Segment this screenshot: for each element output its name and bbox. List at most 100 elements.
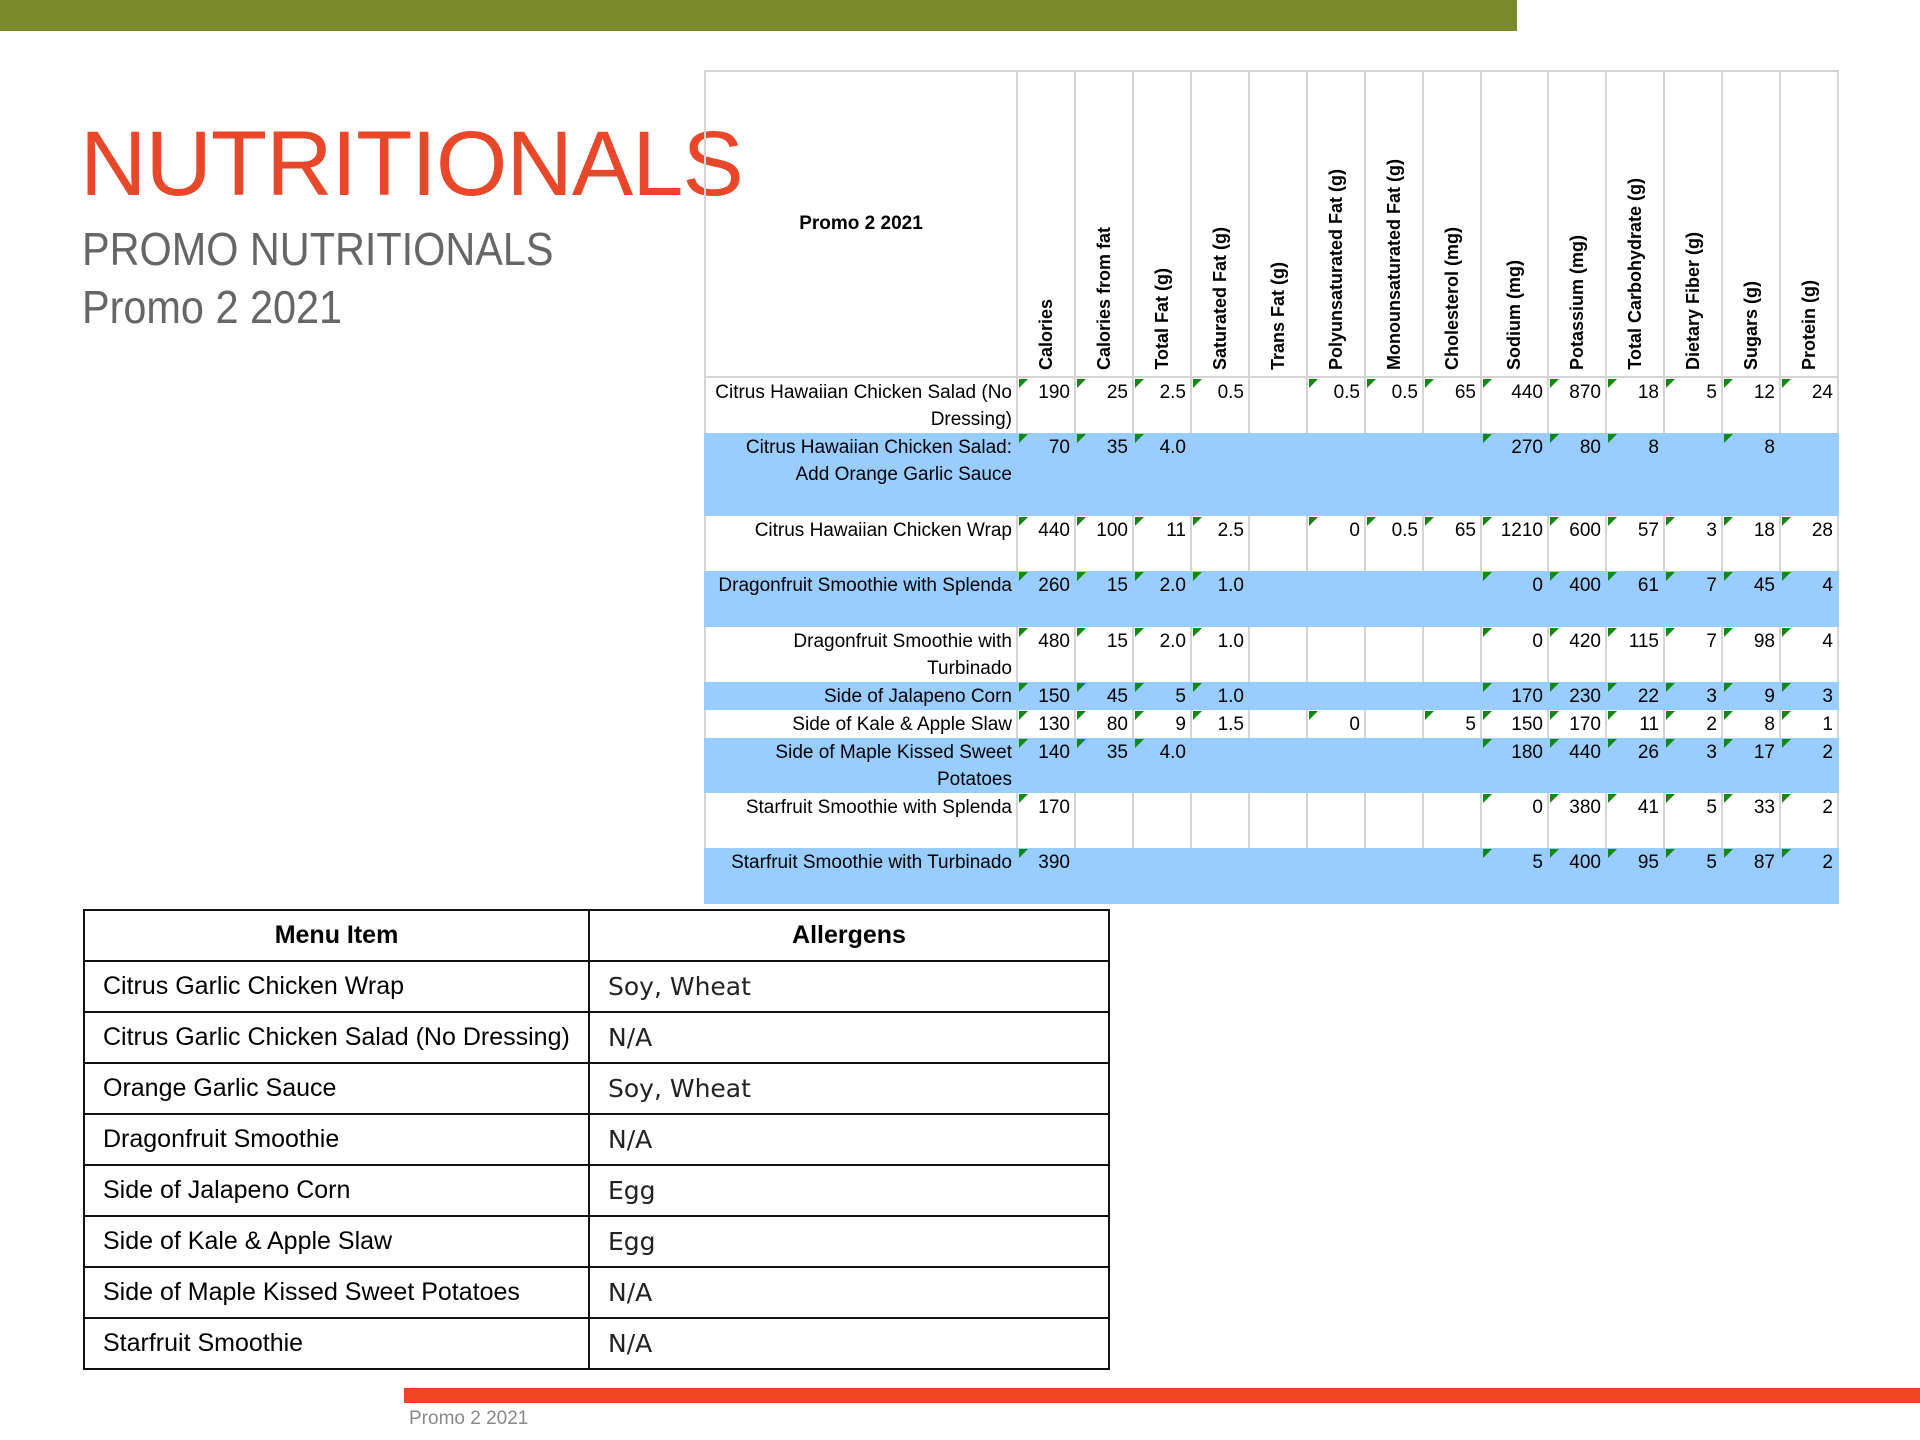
nutrient-value: 5 xyxy=(1480,848,1549,904)
page-title: NUTRITIONALS xyxy=(80,113,744,215)
nutrient-value xyxy=(1306,738,1366,793)
nutrient-value: 1210 xyxy=(1480,516,1549,571)
nutrient-value xyxy=(1422,571,1482,627)
nutrient-value xyxy=(1364,433,1424,516)
nutrient-value: 11 xyxy=(1605,710,1665,738)
nutrient-value: 1.0 xyxy=(1190,682,1250,710)
nutrient-value xyxy=(1306,848,1366,904)
nutrient-value: 45 xyxy=(1721,571,1781,627)
nutrient-value xyxy=(1248,627,1308,682)
nutrient-value: 2.0 xyxy=(1132,627,1192,682)
nutrient-value: 440 xyxy=(1016,516,1076,571)
menu-item-name: Side of Jalapeno Corn xyxy=(704,682,1018,710)
allergen-value: Egg xyxy=(588,1215,1110,1268)
menu-item: Dragonfruit Smoothie xyxy=(83,1113,590,1166)
nutrient-value: 4 xyxy=(1779,627,1839,682)
nutrient-value: 380 xyxy=(1547,793,1607,848)
nutrient-value: 260 xyxy=(1016,571,1076,627)
nutrient-value: 2.0 xyxy=(1132,571,1192,627)
table-row: Side of Jalapeno Corn 150 45 5 1.0 170 230 22 3 9… xyxy=(704,682,1839,710)
column-header-label: Trans Fat (g) xyxy=(1267,261,1288,370)
allergen-row: Orange Garlic Sauce Soy, Wheat xyxy=(83,1062,1110,1115)
nutrient-value: 0 xyxy=(1480,571,1549,627)
nutrient-value: 440 xyxy=(1547,738,1607,793)
menu-item: Side of Maple Kissed Sweet Potatoes xyxy=(83,1266,590,1319)
nutrient-value: 95 xyxy=(1605,848,1665,904)
menu-item-name: Citrus Hawaiian Chicken Wrap xyxy=(704,516,1018,571)
column-header: Protein (g) xyxy=(1779,70,1839,378)
nutrient-value: 1.0 xyxy=(1190,627,1250,682)
nutrient-value: 9 xyxy=(1721,682,1781,710)
nutrient-value: 150 xyxy=(1480,710,1549,738)
column-header-label: Monounsaturated Fat (g) xyxy=(1383,159,1404,370)
table-row: Citrus Hawaiian Chicken Wrap 440 100 11 2.5 0… xyxy=(704,516,1839,571)
table-row: Citrus Hawaiian Chicken Salad (No Dressi… xyxy=(704,377,1839,433)
nutrient-value: 45 xyxy=(1074,682,1134,710)
nutrient-value xyxy=(1248,377,1308,433)
nutrient-value xyxy=(1248,848,1308,904)
nutrient-value: 5 xyxy=(1663,377,1723,433)
nutrient-value xyxy=(1248,793,1308,848)
nutrient-value: 170 xyxy=(1016,793,1076,848)
nutrition-table: Promo 2 2021 Calories Calories from fat Tot… xyxy=(704,70,1839,904)
nutrient-value: 65 xyxy=(1422,516,1482,571)
nutrient-value xyxy=(1422,627,1482,682)
nutrient-value: 8 xyxy=(1605,433,1665,516)
nutrient-value: 420 xyxy=(1547,627,1607,682)
column-header-label: Calories xyxy=(1035,298,1056,370)
nutrient-value xyxy=(1248,710,1308,738)
nutrient-value: 3 xyxy=(1779,682,1839,710)
table-row: Starfruit Smoothie with Turbinado 390 5 400… xyxy=(704,848,1839,904)
promo-label: Promo 2 2021 xyxy=(82,281,343,333)
column-header: Cholesterol (mg) xyxy=(1422,70,1482,378)
column-header: Total Carbohydrate (g) xyxy=(1605,70,1665,378)
allergen-value: N/A xyxy=(588,1317,1110,1370)
allergen-value: Soy, Wheat xyxy=(588,1062,1110,1115)
nutrient-value xyxy=(1422,848,1482,904)
nutrient-value: 0.5 xyxy=(1364,516,1424,571)
nutrient-value: 35 xyxy=(1074,738,1134,793)
nutrient-value: 24 xyxy=(1779,377,1839,433)
nutrient-value: 87 xyxy=(1721,848,1781,904)
allergens-header: Allergens xyxy=(588,909,1110,962)
column-header-label: Potassium (mg) xyxy=(1566,234,1587,370)
allergen-row: Side of Maple Kissed Sweet Potatoes N/A xyxy=(83,1266,1110,1319)
table-row: Dragonfruit Smoothie with Splenda 260 15 2.… xyxy=(704,571,1839,627)
column-header: Sugars (g) xyxy=(1721,70,1781,378)
column-header-label: Sodium (mg) xyxy=(1504,260,1524,370)
nutrient-value: 12 xyxy=(1721,377,1781,433)
column-header-label: Total Fat (g) xyxy=(1151,268,1172,370)
nutrient-value xyxy=(1779,433,1839,516)
nutrient-value: 0 xyxy=(1480,793,1549,848)
nutrient-value xyxy=(1364,710,1424,738)
nutrient-value: 190 xyxy=(1016,377,1076,433)
menu-item-name: Citrus Hawaiian Chicken Salad (No Dressi… xyxy=(704,377,1018,433)
nutrient-value: 600 xyxy=(1547,516,1607,571)
nutrient-value: 8 xyxy=(1721,433,1781,516)
menu-item: Orange Garlic Sauce xyxy=(83,1062,590,1115)
column-header-label: Saturated Fat (g) xyxy=(1209,226,1230,370)
menu-item-name: Dragonfruit Smoothie with Splenda xyxy=(704,571,1018,627)
allergen-row: Starfruit Smoothie N/A xyxy=(83,1317,1110,1370)
nutrient-value: 0 xyxy=(1306,516,1366,571)
nutrient-value: 80 xyxy=(1547,433,1607,516)
nutrient-value xyxy=(1190,793,1250,848)
allergen-row: Side of Jalapeno Corn Egg xyxy=(83,1164,1110,1217)
nutrient-value: 130 xyxy=(1016,710,1076,738)
menu-item-name: Starfruit Smoothie with Splenda xyxy=(704,793,1018,848)
allergen-value: N/A xyxy=(588,1011,1110,1064)
nutrient-value: 0 xyxy=(1306,710,1366,738)
column-header-label: Protein (g) xyxy=(1798,280,1819,370)
column-header-label: Total Carbohydrate (g) xyxy=(1624,178,1645,370)
nutrient-value xyxy=(1306,682,1366,710)
menu-item-name: Dragonfruit Smoothie with Turbinado xyxy=(704,627,1018,682)
nutrient-value xyxy=(1248,682,1308,710)
nutrient-value: 15 xyxy=(1074,571,1134,627)
nutrient-value: 65 xyxy=(1422,377,1482,433)
nutrient-value: 5 xyxy=(1422,710,1482,738)
allergen-row: Citrus Garlic Chicken Salad (No Dressing… xyxy=(83,1011,1110,1064)
nutrient-value: 0.5 xyxy=(1364,377,1424,433)
nutrient-value: 70 xyxy=(1016,433,1076,516)
nutrient-value: 140 xyxy=(1016,738,1076,793)
nutrient-value: 8 xyxy=(1721,710,1781,738)
